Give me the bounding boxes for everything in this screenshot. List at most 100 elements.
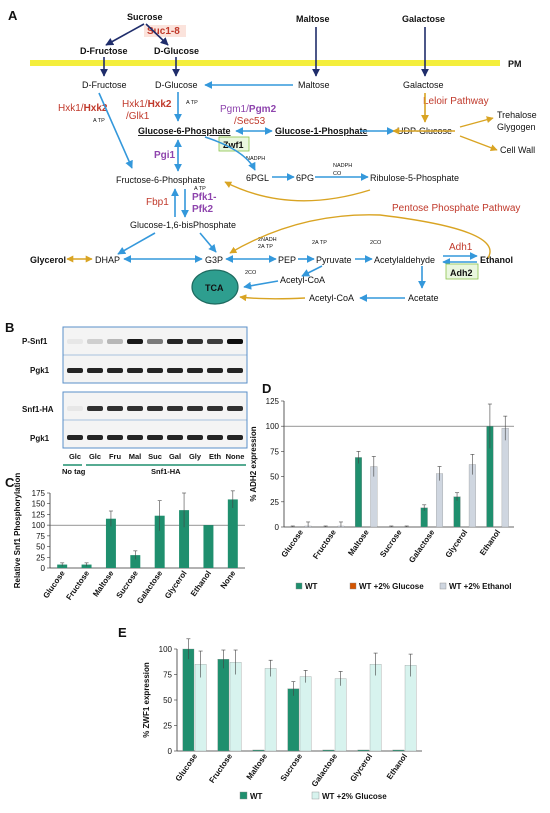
band-snf1ha (67, 406, 83, 411)
chart-e: 0 25 50 75 100 % ZWF1 expression Glucose Fructo… (142, 638, 422, 801)
band-psnf1 (167, 339, 183, 344)
arrow-udpg-cellwall (459, 135, 498, 152)
panel-e-label: E (118, 625, 127, 640)
bar (227, 499, 238, 568)
nadph2-label: NADPH (333, 163, 352, 169)
dhap-label: DHAP (95, 255, 120, 265)
lane-label: Glc (69, 452, 81, 461)
hxk2-text: Hxk2 (84, 103, 108, 114)
acetylaldehyde-label: Acetylaldehyde (374, 255, 435, 265)
6pg-label: 6PG (296, 173, 314, 183)
lane-labels: Glc Glc Fru Mal Suc Gal Gly Eth None (69, 452, 244, 461)
y-axis-label: Relative Snf1 Phosphorylation (13, 473, 22, 589)
x-tick-label: Sucrose (114, 569, 140, 600)
cell-wall-label: Cell Wall (500, 145, 535, 155)
fbp1-label: Fbp1 (146, 197, 169, 208)
band-pgk1-bottom (67, 435, 83, 440)
arrow-sucrose-glucose (145, 23, 169, 46)
y-tick-label: 75 (163, 671, 172, 680)
band-pgk1-top (207, 368, 223, 373)
galactose-label: Galactose (402, 14, 445, 24)
band-pgk1-top (107, 368, 123, 373)
zwf1-label: Zwf1 (223, 140, 244, 150)
lane-label: Gly (189, 452, 202, 461)
zwf1-box (218, 136, 250, 152)
band-pgk1-bottom (87, 435, 103, 440)
x-tick-label: Galactose (310, 752, 340, 789)
band-psnf1 (87, 339, 103, 344)
arrow-f16bp-dhap (117, 232, 156, 255)
tca-label: TCA (205, 283, 224, 293)
lane-label: Mal (129, 452, 142, 461)
bar (354, 457, 362, 528)
y-axis-label: % ZWF1 expression (142, 662, 151, 738)
maltose-label: Maltose (296, 14, 330, 24)
y-axis-label: % ADH2 expression (249, 426, 258, 501)
arrow-pyruvate-acetylcoa (301, 265, 323, 277)
band-snf1ha (147, 406, 163, 411)
2nadh-label: 2NADH (258, 237, 277, 243)
arrow-g6p-6pgl (204, 136, 256, 171)
panel-b-label: B (5, 320, 14, 335)
maltose-inside: Maltose (298, 80, 330, 90)
y-tick-label: 100 (266, 422, 280, 431)
bar (436, 473, 444, 528)
tca-cycle (191, 269, 239, 305)
band-snf1ha (207, 406, 223, 411)
leloir-label: Leloir Pathway (423, 96, 489, 107)
bar (369, 664, 382, 752)
band-snf1ha (87, 406, 103, 411)
y-tick-label: 25 (36, 553, 45, 562)
bar (264, 668, 277, 752)
lane-label: Glc (89, 452, 101, 461)
bar (105, 518, 116, 568)
lane-label: Fru (109, 452, 122, 461)
bar (154, 515, 165, 568)
band-pgk1-bottom (147, 435, 163, 440)
y-tick-label: 50 (36, 543, 45, 552)
bar (182, 648, 195, 752)
hxk2b-text: Hxk2 (148, 99, 172, 110)
g3p-label: G3P (205, 255, 223, 265)
band-psnf1 (227, 339, 243, 344)
x-tick-label: Glycerol (444, 528, 470, 559)
plasma-membrane (30, 60, 500, 66)
hxk1-text: Hxk1/ (58, 103, 84, 114)
band-psnf1 (67, 339, 83, 344)
hxk-label-a: Hxk1/Hxk2 (58, 103, 108, 114)
arrow-f16bp-g3p (199, 232, 217, 253)
bar (501, 428, 509, 528)
x-tick-label: None (219, 569, 238, 591)
y-tick-label: 175 (32, 489, 46, 498)
legend-label: WT +2% Glucose (359, 582, 424, 591)
group-notag: No tag (62, 467, 86, 476)
suc18-box (144, 25, 186, 37)
pgm-label: Pgm1/Pgm2 (220, 104, 277, 115)
lane-label: None (226, 452, 245, 461)
band-snf1ha (107, 406, 123, 411)
legend-label: WT (250, 792, 263, 801)
bar (179, 510, 190, 568)
arrow-acetylcoa2-tca (239, 294, 306, 302)
arrow-ppp-return (224, 181, 371, 202)
atp-pfk: A TP (194, 186, 206, 192)
panel-c-label: C (5, 475, 15, 490)
acetate-label: Acetate (408, 293, 439, 303)
panel-b: B P-Snf1 Pgk1 Snf1-HA Pgk1 Glc Glc Fru Mal S… (5, 320, 248, 476)
band-snf1ha (127, 406, 143, 411)
band-pgk1-bottom (207, 435, 223, 440)
row-label-pgk1-a: Pgk1 (30, 366, 50, 375)
pfk2-label: Pfk2 (192, 204, 214, 215)
x-tick-label: Glucose (41, 569, 67, 600)
d-glucose-outside: D-Glucose (154, 46, 199, 56)
g6p-label: Glucose-6-Phosphate (138, 126, 231, 136)
hxk1b-text: Hxk1/ (122, 99, 148, 110)
y-tick-label: 150 (32, 500, 46, 509)
pyruvate-label: Pyruvate (316, 255, 352, 265)
row-label-pgk1-b: Pgk1 (30, 434, 50, 443)
band-psnf1 (107, 339, 123, 344)
sucrose-label: Sucrose (127, 12, 163, 22)
x-tick-label: Maltose (346, 528, 371, 558)
band-pgk1-top (87, 368, 103, 373)
row-label-psnf1: P-Snf1 (22, 337, 48, 346)
